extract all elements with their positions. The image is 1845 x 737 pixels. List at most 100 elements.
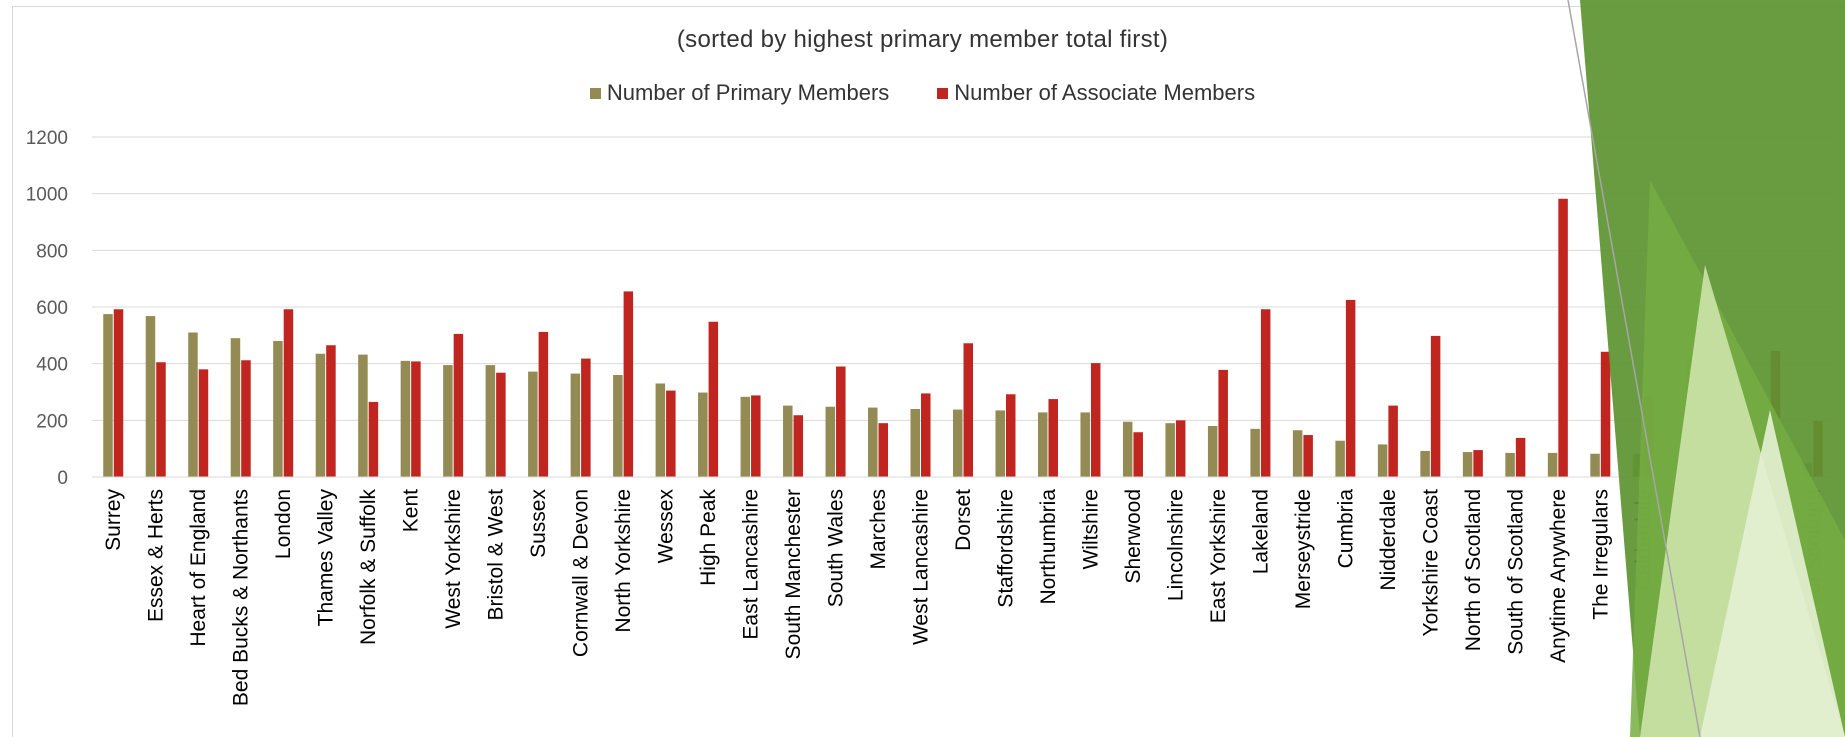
bars: [103, 198, 1823, 477]
bar-primary: [528, 371, 538, 477]
bar-primary: [613, 375, 623, 477]
x-category-label: Lakeland: [1249, 489, 1272, 574]
x-category-label: The Irregulars: [1589, 489, 1612, 620]
bar-associate: [283, 309, 294, 477]
x-category-label: Merseystride: [1292, 489, 1315, 609]
bar-associate: [751, 395, 761, 477]
bar-associate: [581, 358, 591, 477]
decor-pale-green-shape: [1700, 410, 1845, 737]
x-category-label: North of Scotland: [1462, 489, 1485, 651]
bar-associate: [1515, 437, 1526, 477]
legend-label-primary: Number of Primary Members: [606, 80, 890, 105]
bar-associate: [963, 343, 973, 477]
bar-primary: [995, 410, 1005, 477]
legend-item-associate: Number of Associate Members: [937, 80, 1255, 106]
x-category-label: Anytime Anywhere: [1547, 489, 1570, 663]
x-category-label: Marches: [867, 489, 890, 570]
bar-associate: [1090, 363, 1101, 477]
x-category-label: Yorkshire Coast: [1419, 489, 1442, 637]
gridlines: [92, 136, 1834, 421]
bar-primary: [1335, 440, 1345, 477]
x-category-label: West Lancashire: [910, 489, 933, 645]
bar-associate: [411, 361, 421, 477]
x-category-label: Kent: [400, 489, 423, 532]
x-category-label: London: [272, 489, 295, 559]
x-category-label: Essex & Herts: [145, 489, 168, 622]
bar-primary: [188, 332, 198, 477]
bar-associate: [368, 401, 379, 477]
bar-associate: [538, 331, 549, 477]
x-category-label: West Yorkshire: [442, 489, 465, 629]
x-category-label: Cornwall & Devon: [570, 489, 593, 657]
x-category-label: Dorset: [952, 489, 975, 551]
bar-associate: [793, 415, 804, 477]
bar-associate: [878, 423, 889, 477]
bar-primary: [485, 365, 496, 477]
legend-label-associate: Number of Associate Members: [954, 80, 1256, 105]
bar-associate: [1430, 335, 1441, 477]
bar-associate: [1048, 399, 1058, 477]
x-category-label: Wessex: [655, 489, 678, 564]
y-tick-label: 800: [36, 241, 68, 262]
bar-associate: [1600, 351, 1611, 477]
y-tick-label: 0: [57, 468, 68, 489]
bar-primary: [358, 354, 368, 477]
bar-associate: [1218, 369, 1228, 477]
bar-primary: [910, 409, 921, 477]
bar-associate: [836, 366, 846, 477]
x-category-label: East Lancashire: [740, 489, 763, 640]
chart-frame: [12, 6, 1845, 737]
bar-associate: [198, 369, 209, 477]
bar-associate: [1133, 432, 1143, 477]
bar-primary: [1547, 452, 1558, 477]
bar-primary: [400, 360, 411, 477]
bar-associate: [241, 360, 251, 477]
legend-item-primary: Number of Primary Members: [589, 80, 890, 106]
legend: Number of Primary Members Number of Asso…: [0, 80, 1845, 106]
bar-primary: [273, 341, 283, 477]
x-category-label: Thames Valley: [315, 489, 338, 627]
bar-associate: [623, 291, 634, 477]
bar-primary: [443, 365, 453, 477]
x-category-label: North Yorkshire: [612, 489, 635, 633]
bar-primary: [1377, 444, 1388, 477]
bar-associate: [1345, 299, 1356, 477]
bar-primary: [1080, 412, 1090, 477]
bar-primary: [570, 373, 581, 477]
bar-associate: [326, 345, 336, 477]
x-category-label: Bed Bucks & Northants: [230, 489, 253, 706]
x-category-label: South Wales: [825, 489, 848, 607]
bar-primary: [868, 407, 878, 477]
y-tick-label: 400: [36, 355, 68, 376]
x-category-label: Bristol & West: [485, 489, 508, 621]
x-category-label: Northumbria: [1037, 489, 1060, 605]
bar-primary: [315, 353, 326, 477]
bar-primary: [1207, 426, 1218, 477]
bar-primary: [1462, 452, 1473, 477]
y-tick-label: 200: [36, 411, 68, 432]
x-category-label: Surrey: [102, 489, 125, 551]
bar-associate: [453, 333, 464, 477]
bar-primary: [1292, 430, 1303, 477]
y-tick-label: 1200: [26, 128, 68, 149]
y-axis-ticks: 0 200 400 600 800 1000 1200: [26, 128, 68, 489]
y-tick-label: 600: [36, 298, 68, 319]
bar-primary: [783, 405, 793, 477]
bar-primary: [1122, 421, 1133, 477]
decorative-green-shapes: [1567, 0, 1845, 737]
x-category-label: Cumbria: [1334, 489, 1357, 569]
bar-primary: [1250, 428, 1260, 477]
bar-primary: [825, 406, 836, 477]
bar-primary: [230, 338, 241, 477]
bar-associate: [708, 321, 719, 477]
bar-associate: [156, 362, 166, 477]
x-category-label: High Peak: [697, 489, 720, 586]
bar-primary: [740, 396, 751, 477]
x-category-label: Sherwood: [1122, 489, 1145, 584]
x-category-label: East Yorkshire: [1207, 489, 1230, 623]
bar-primary: [1165, 423, 1175, 477]
bar-associate: [1005, 394, 1016, 477]
bar-primary: [145, 316, 156, 477]
x-category-label: Wiltshire: [1079, 489, 1102, 570]
bar-associate: [496, 372, 506, 477]
